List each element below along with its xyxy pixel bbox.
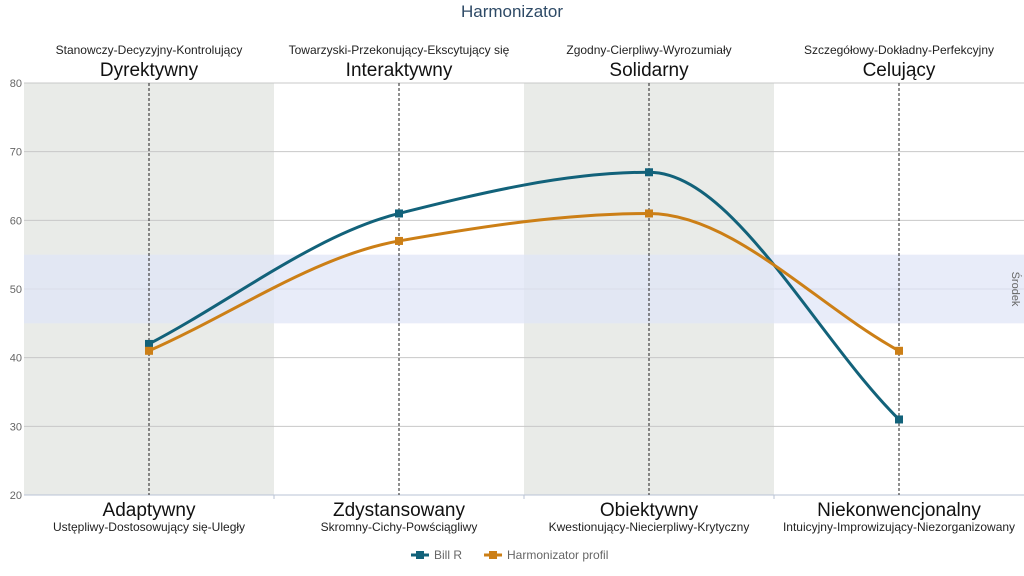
legend-label: Bill R bbox=[434, 548, 462, 562]
top-category-sublabel: Szczegółowy-Dokładny-Perfekcyjny bbox=[804, 43, 994, 57]
top-category-label: Dyrektywny bbox=[100, 60, 199, 81]
top-category-label: Celujący bbox=[863, 60, 936, 81]
legend-swatch-marker bbox=[489, 551, 498, 559]
data-point-marker bbox=[395, 236, 403, 245]
category-labels: Stanowczy-Decyzyjny-Kontrolujący Dyrektyw… bbox=[53, 43, 1015, 534]
bottom-category-sublabel: Skromny-Cichy-Powściągliwy bbox=[321, 520, 478, 534]
legend: Bill R Harmonizator profil bbox=[411, 548, 608, 562]
y-tick-label: 80 bbox=[10, 78, 22, 90]
legend-label: Harmonizator profil bbox=[507, 548, 608, 562]
y-tick-label: 30 bbox=[10, 421, 22, 433]
y-tick-label: 20 bbox=[10, 490, 22, 502]
data-point-marker bbox=[395, 209, 403, 218]
bottom-category-label: Zdystansowany bbox=[333, 500, 466, 521]
chart-title: Harmonizator bbox=[461, 2, 563, 21]
top-category-sublabel: Stanowczy-Decyzyjny-Kontrolujący bbox=[56, 43, 243, 57]
bottom-category-sublabel: Intuicyjny-Improwizujący-Niezorganizowan… bbox=[783, 520, 1015, 534]
middle-band-rect bbox=[24, 254, 1024, 324]
middle-band: Środek bbox=[24, 254, 1024, 324]
bottom-category-sublabel: Ustępliwy-Dostosowujący się-Uległy bbox=[53, 520, 245, 534]
data-point-marker bbox=[645, 209, 653, 218]
axes: 20 30 40 50 60 70 80 bbox=[10, 78, 1024, 502]
y-tick-label: 60 bbox=[10, 215, 22, 227]
top-category-sublabel: Towarzyski-Przekonujący-Ekscytujący się bbox=[289, 43, 510, 57]
top-category-label: Solidarny bbox=[609, 60, 689, 81]
bottom-category-label: Niekonwencjonalny bbox=[817, 500, 981, 521]
data-point-marker bbox=[145, 346, 153, 355]
series-line-2 bbox=[147, 211, 901, 353]
series-lines bbox=[147, 170, 901, 421]
bottom-category-label: Adaptywny bbox=[103, 500, 196, 521]
top-category-label: Interaktywny bbox=[346, 60, 453, 81]
data-point-marker bbox=[645, 168, 653, 177]
legend-swatch-marker bbox=[416, 551, 424, 559]
top-category-sublabel: Zgodny-Cierpliwy-Wyrozumiały bbox=[566, 43, 731, 57]
y-tick-label: 40 bbox=[10, 353, 22, 365]
y-tick-label: 70 bbox=[10, 147, 22, 159]
series-markers bbox=[145, 168, 903, 424]
data-point-marker bbox=[145, 339, 153, 348]
bottom-category-sublabel: Kwestionujący-Niecierpliwy-Krytyczny bbox=[549, 520, 750, 534]
data-point-marker bbox=[895, 415, 903, 424]
series-line-1 bbox=[147, 170, 901, 421]
bottom-category-label: Obiektywny bbox=[600, 500, 699, 521]
middle-band-label: Środek bbox=[1009, 272, 1022, 307]
data-point-marker bbox=[895, 346, 903, 355]
y-tick-label: 50 bbox=[10, 284, 22, 296]
